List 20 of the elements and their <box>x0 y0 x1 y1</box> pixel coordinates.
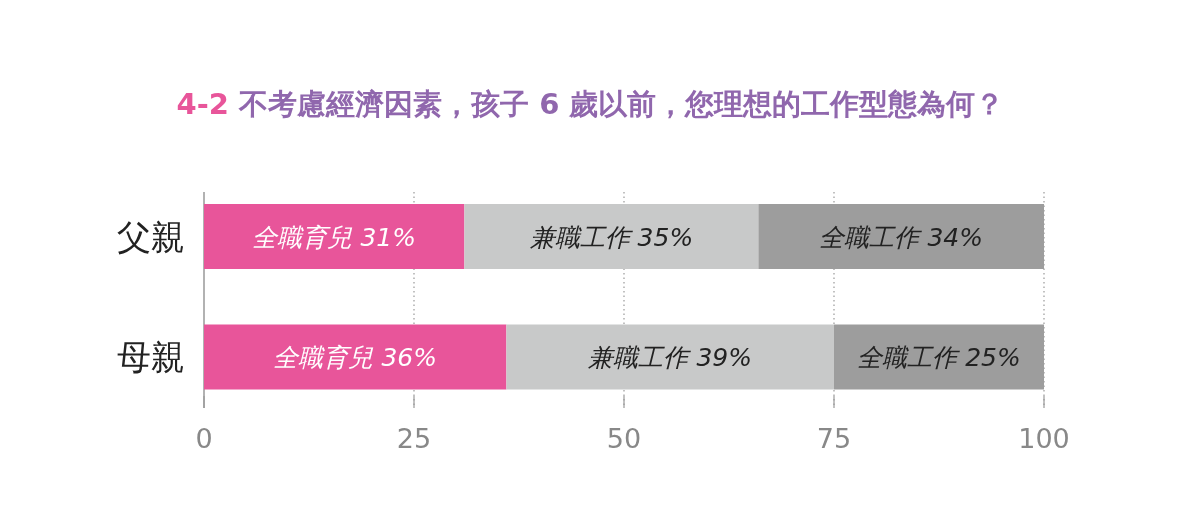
text: 兼職工作 <box>588 343 689 372</box>
y-tick-label: 母親 <box>117 337 185 377</box>
series-label: 全職育兒 <box>252 222 354 252</box>
x-tick-label: 75 <box>816 423 852 454</box>
data-label: 36% <box>381 343 437 372</box>
series-label: 兼職工作 <box>529 222 633 252</box>
data-label: 35% <box>637 222 694 252</box>
data-label: 34% <box>927 222 983 252</box>
chart-title: 4-2 不考慮經濟因素，孩子 6 歲以前，您理想的工作型態為何？ <box>176 87 1005 121</box>
x-tick-label: 50 <box>606 423 642 454</box>
x-tick-label: 0 <box>195 423 213 454</box>
text: 全職育兒 <box>273 343 374 372</box>
text: 全職工作 <box>857 343 958 372</box>
x-tick-label: 25 <box>396 423 432 454</box>
data-label: 39% <box>696 343 752 372</box>
x-tick-label: 100 <box>1018 423 1070 454</box>
data-label: 25% <box>965 343 1021 372</box>
y-tick-label: 父親 <box>117 216 185 257</box>
series-label: 全職工作 <box>819 222 923 252</box>
data-label: 31% <box>360 222 416 252</box>
